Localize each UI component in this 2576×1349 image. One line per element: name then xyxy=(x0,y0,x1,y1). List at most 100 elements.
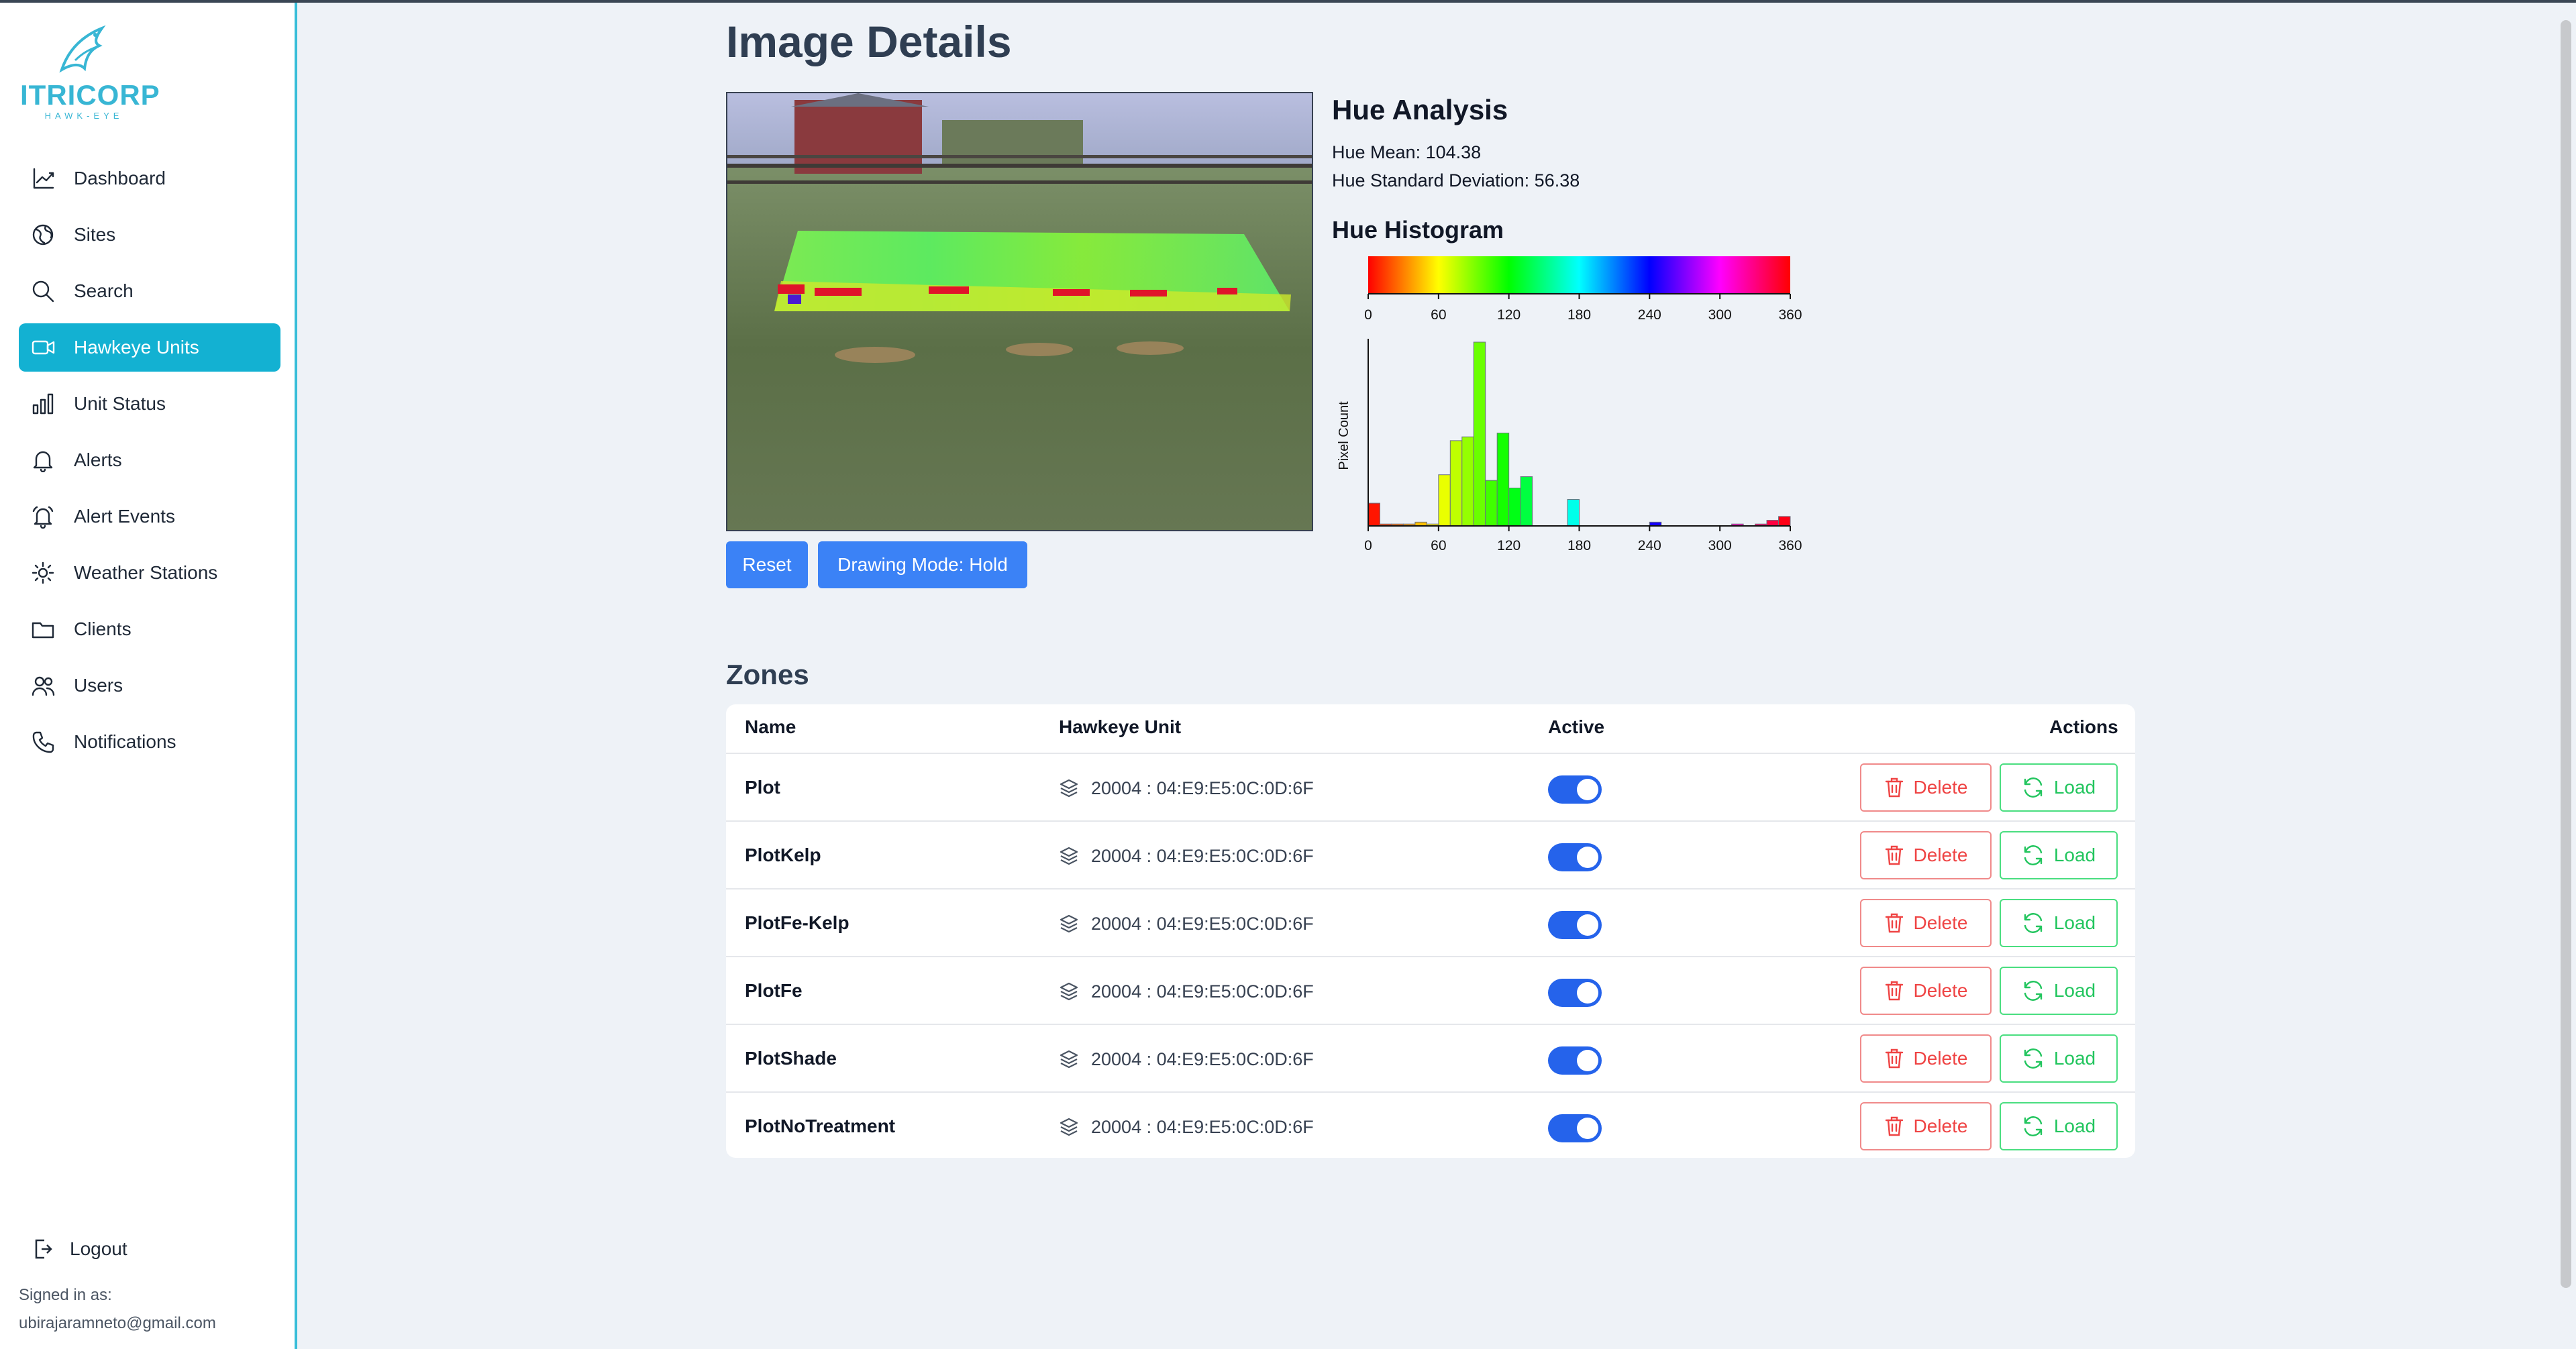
histogram-bar xyxy=(1766,520,1780,527)
histogram-bar xyxy=(1438,474,1451,527)
zone-unit: 20004 : 04:E9:E5:0C:0D:6F xyxy=(1059,777,1314,800)
sidebar-item-sites[interactable]: Sites xyxy=(19,211,280,259)
delete-zone-button[interactable]: Delete xyxy=(1860,1034,1992,1083)
layers-icon xyxy=(1059,1116,1082,1138)
layers-icon xyxy=(1059,912,1082,935)
folder-icon xyxy=(30,616,56,643)
zone-unit: 20004 : 04:E9:E5:0C:0D:6F xyxy=(1059,845,1314,867)
table-row: PlotNoTreatment 20004 : 04:E9:E5:0C:0D:6F… xyxy=(726,1091,2135,1159)
delete-label: Delete xyxy=(1913,1116,1968,1136)
zone-active-toggle[interactable] xyxy=(1548,979,1602,1007)
histogram-bar xyxy=(1449,440,1463,527)
zone-unit-text: 20004 : 04:E9:E5:0C:0D:6F xyxy=(1091,845,1314,866)
logout-button[interactable]: Logout xyxy=(30,1236,127,1262)
zone-name: Plot xyxy=(745,777,780,798)
toggle-knob xyxy=(1577,1050,1598,1071)
colorbar-tick-label: 120 xyxy=(1497,307,1521,323)
sidebar-item-dashboard[interactable]: Dashboard xyxy=(19,154,280,203)
zone-name: PlotShade xyxy=(745,1048,837,1069)
histogram-bar xyxy=(1496,433,1510,527)
toggle-knob xyxy=(1577,982,1598,1004)
sidebar-item-label: Unit Status xyxy=(74,393,166,414)
histogram-bar xyxy=(1485,480,1498,527)
histogram-bar xyxy=(1473,341,1486,527)
page-title: Image Details xyxy=(726,17,1012,66)
zone-image[interactable] xyxy=(726,92,1313,531)
zone-image-canvas[interactable] xyxy=(727,93,1312,530)
column-header-name: Name xyxy=(745,716,796,737)
zone-name: PlotNoTreatment xyxy=(745,1116,896,1136)
layers-icon xyxy=(1059,777,1082,800)
zone-active-toggle[interactable] xyxy=(1548,911,1602,939)
zone-unit-text: 20004 : 04:E9:E5:0C:0D:6F xyxy=(1091,777,1314,798)
load-zone-button[interactable]: Load xyxy=(2000,831,2118,879)
delete-label: Delete xyxy=(1913,1048,1968,1069)
bell-ring-icon xyxy=(30,503,56,530)
sidebar-item-users[interactable]: Users xyxy=(19,661,280,710)
signed-in-email: ubirajaramneto@gmail.com xyxy=(19,1314,216,1332)
brand-name: ITRICORP xyxy=(20,79,160,111)
bell-icon xyxy=(30,447,56,474)
hue-analysis-title: Hue Analysis xyxy=(1332,94,1508,125)
sidebar-item-clients[interactable]: Clients xyxy=(19,605,280,653)
sidebar-item-unit-status[interactable]: Unit Status xyxy=(19,380,280,428)
search-icon xyxy=(30,278,56,305)
zone-active-toggle[interactable] xyxy=(1548,1114,1602,1142)
trash-icon xyxy=(1884,980,1904,1002)
load-zone-button[interactable]: Load xyxy=(2000,967,2118,1015)
zones-table: Name Hawkeye Unit Active Actions Plot 200… xyxy=(726,704,2135,1158)
load-zone-button[interactable]: Load xyxy=(2000,899,2118,947)
sidebar-item-label: Dashboard xyxy=(74,168,166,188)
reset-button[interactable]: Reset xyxy=(726,541,808,588)
table-row: PlotFe 20004 : 04:E9:E5:0C:0D:6F Delete Loa… xyxy=(726,956,2135,1024)
column-header-active: Active xyxy=(1548,716,1605,737)
load-zone-button[interactable]: Load xyxy=(2000,1102,2118,1150)
histogram-bar xyxy=(1368,502,1380,527)
toggle-knob xyxy=(1577,779,1598,800)
zone-name: PlotFe xyxy=(745,980,803,1001)
sidebar-item-notifications[interactable]: Notifications xyxy=(19,718,280,766)
delete-zone-button[interactable]: Delete xyxy=(1860,831,1992,879)
histogram-x-tick-label: 300 xyxy=(1708,538,1732,553)
trash-icon xyxy=(1884,777,1904,798)
load-zone-button[interactable]: Load xyxy=(2000,1034,2118,1083)
histogram-x-tick-label: 360 xyxy=(1778,538,1802,553)
delete-zone-button[interactable]: Delete xyxy=(1860,967,1992,1015)
sidebar-item-alerts[interactable]: Alerts xyxy=(19,436,280,484)
sidebar-item-label: Notifications xyxy=(74,731,176,752)
sidebar-item-search[interactable]: Search xyxy=(19,267,280,315)
sidebar-item-hawkeye-units[interactable]: Hawkeye Units xyxy=(19,323,280,372)
zone-active-toggle[interactable] xyxy=(1548,1046,1602,1075)
delete-zone-button[interactable]: Delete xyxy=(1860,899,1992,947)
zone-unit-text: 20004 : 04:E9:E5:0C:0D:6F xyxy=(1091,981,1314,1002)
delete-zone-button[interactable]: Delete xyxy=(1860,763,1992,812)
sidebar-item-alert-events[interactable]: Alert Events xyxy=(19,492,280,541)
drawing-mode-button[interactable]: Drawing Mode: Hold xyxy=(818,541,1027,588)
brand-logo[interactable]: ITRICORP HAWK-EYE xyxy=(20,20,160,121)
sidebar-item-label: Search xyxy=(74,280,134,301)
load-zone-button[interactable]: Load xyxy=(2000,763,2118,812)
sidebar-item-label: Users xyxy=(74,675,123,696)
zone-unit-text: 20004 : 04:E9:E5:0C:0D:6F xyxy=(1091,1048,1314,1069)
colorbar-tick-label: 180 xyxy=(1567,307,1591,323)
load-label: Load xyxy=(2053,1048,2096,1069)
sidebar-item-weather-stations[interactable]: Weather Stations xyxy=(19,549,280,597)
camera-icon xyxy=(30,334,56,361)
delete-zone-button[interactable]: Delete xyxy=(1860,1102,1992,1150)
zone-active-toggle[interactable] xyxy=(1548,775,1602,804)
table-row: PlotKelp 20004 : 04:E9:E5:0C:0D:6F Delete L… xyxy=(726,820,2135,888)
zone-active-toggle[interactable] xyxy=(1548,843,1602,871)
zone-unit: 20004 : 04:E9:E5:0C:0D:6F xyxy=(1059,980,1314,1003)
histogram-x-tick-label: 240 xyxy=(1638,538,1661,553)
sidebar-item-label: Hawkeye Units xyxy=(74,337,199,358)
zone-unit: 20004 : 04:E9:E5:0C:0D:6F xyxy=(1059,1116,1314,1138)
histogram-bar xyxy=(1508,488,1521,527)
histogram-x-tick-label: 120 xyxy=(1497,538,1521,553)
page-scrollbar[interactable] xyxy=(2561,20,2571,1288)
refresh-icon xyxy=(2022,912,2045,934)
load-label: Load xyxy=(2053,912,2096,933)
zone-name: PlotFe-Kelp xyxy=(745,912,849,933)
column-header-actions: Actions xyxy=(2049,716,2118,737)
layers-icon xyxy=(1059,1048,1082,1071)
toggle-knob xyxy=(1577,1118,1598,1139)
